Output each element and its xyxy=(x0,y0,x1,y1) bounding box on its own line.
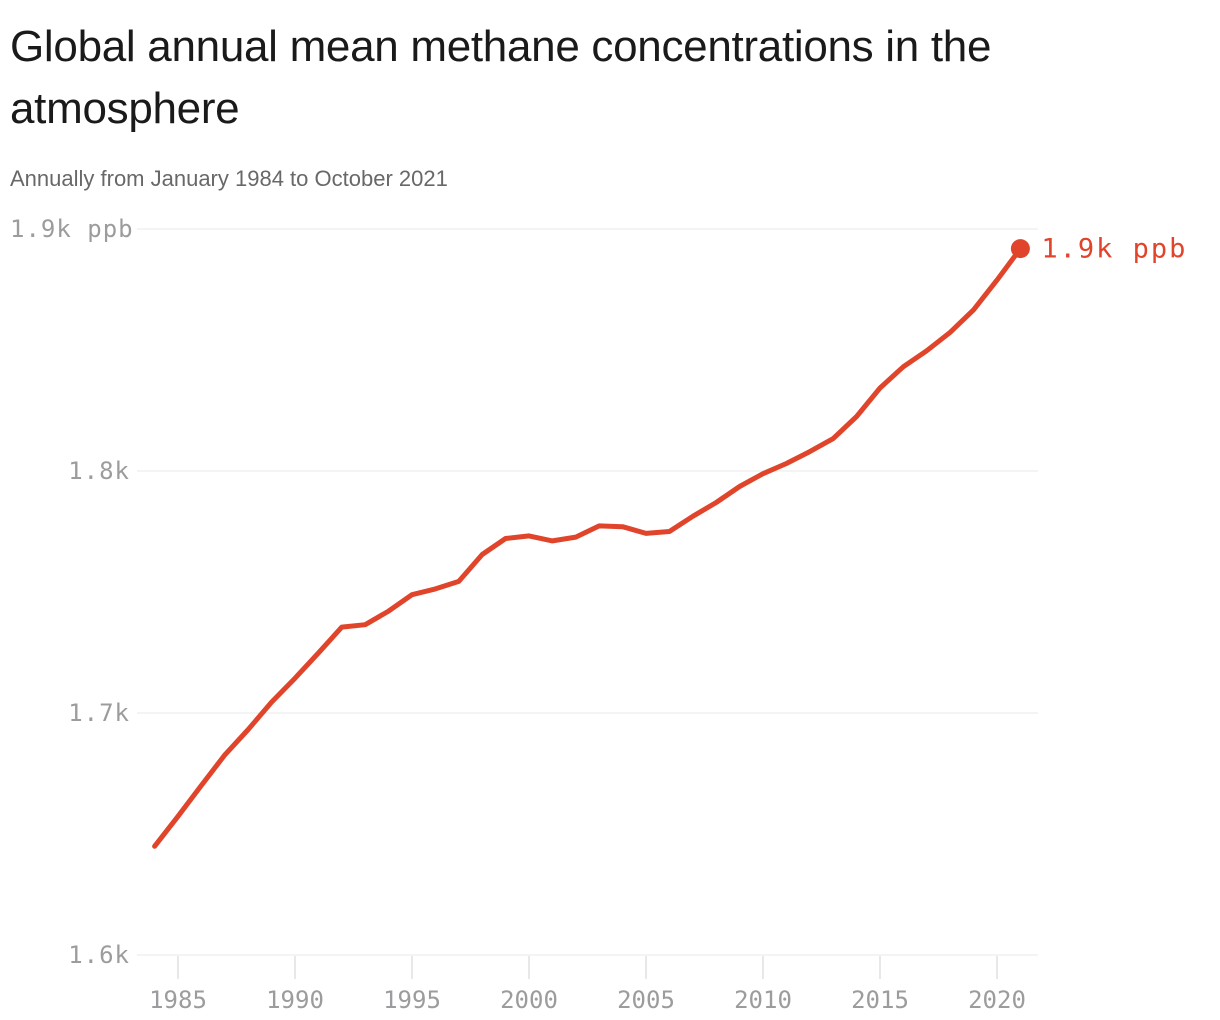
x-axis-tick-label: 2005 xyxy=(617,986,675,1014)
page-subtitle: Annually from January 1984 to October 20… xyxy=(10,166,448,191)
series-endpoint-dot xyxy=(1010,239,1030,259)
x-axis-tick-label: 2000 xyxy=(500,986,558,1014)
y-axis-tick-label: 1.9k ppb xyxy=(10,215,134,243)
x-axis-tick-label: 1985 xyxy=(149,986,207,1014)
x-axis-tick-label: 2015 xyxy=(851,986,909,1014)
y-axis-tick-label: 1.7k xyxy=(68,699,130,727)
x-axis-tick-label: 1990 xyxy=(266,986,324,1014)
endpoint-value-label: 1.9k ppb xyxy=(1041,234,1187,265)
x-axis-tick-label: 2020 xyxy=(968,986,1026,1014)
y-axis-tick-label: 1.6k xyxy=(68,941,130,969)
x-axis-tick-label: 2010 xyxy=(734,986,792,1014)
x-axis-tick-label: 1995 xyxy=(383,986,441,1014)
y-axis-tick-label: 1.8k xyxy=(68,457,130,485)
methane-series-line xyxy=(152,246,1023,849)
page-title: Global annual mean methane concentration… xyxy=(10,22,992,133)
